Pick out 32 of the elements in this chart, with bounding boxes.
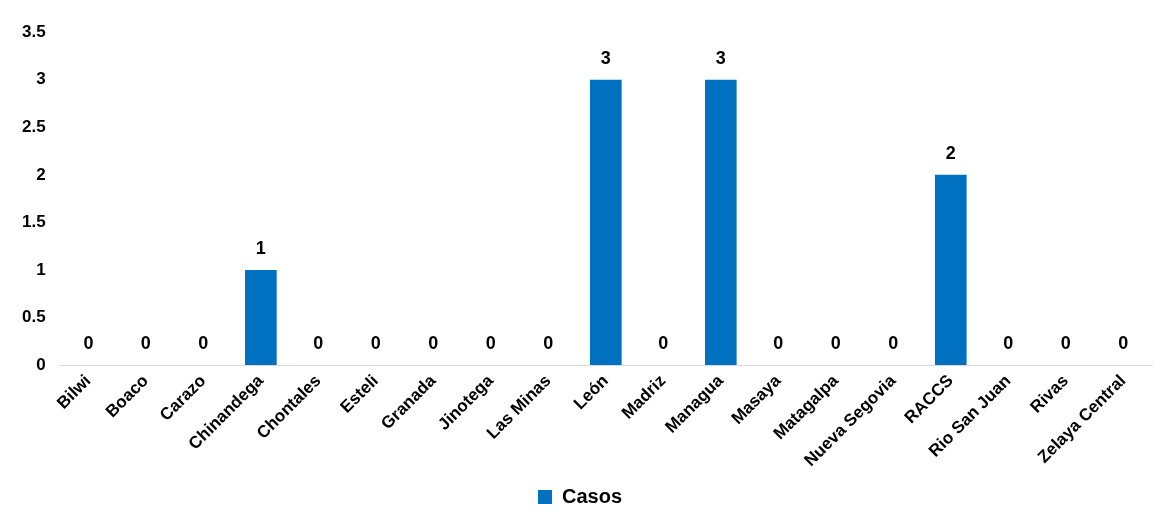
data-label: 0 [1060, 333, 1071, 354]
y-tick-label: 0.5 [21, 307, 46, 327]
y-tick-label: 2 [36, 164, 46, 184]
data-label: 0 [428, 333, 439, 354]
bar [590, 79, 622, 366]
y-tick-label: 1 [36, 259, 46, 279]
data-label: 0 [140, 333, 151, 354]
data-label: 0 [1003, 333, 1014, 354]
data-label: 0 [888, 333, 899, 354]
bar [934, 174, 967, 366]
data-label: 0 [83, 333, 94, 354]
y-tick-label: 1.5 [21, 212, 46, 232]
data-label: 0 [1118, 333, 1129, 354]
data-label: 0 [543, 333, 554, 354]
y-tick-label: 0 [36, 354, 46, 374]
y-tick-label: 2.5 [21, 116, 46, 136]
data-label: 3 [600, 47, 611, 68]
data-label: 1 [255, 237, 266, 258]
y-tick-label: 3 [36, 69, 46, 89]
bar [245, 269, 277, 366]
data-label: 0 [830, 333, 841, 354]
data-label: 0 [198, 333, 209, 354]
data-label: 0 [773, 333, 784, 354]
bar [704, 79, 737, 366]
data-label: 0 [313, 333, 324, 354]
data-label: 2 [945, 142, 956, 163]
data-label: 0 [370, 333, 381, 354]
data-label: 0 [658, 333, 669, 354]
legend-label: Casos [561, 484, 623, 507]
data-label: 0 [485, 333, 496, 354]
y-tick-label: 3.5 [21, 21, 46, 41]
data-label: 3 [715, 47, 726, 68]
